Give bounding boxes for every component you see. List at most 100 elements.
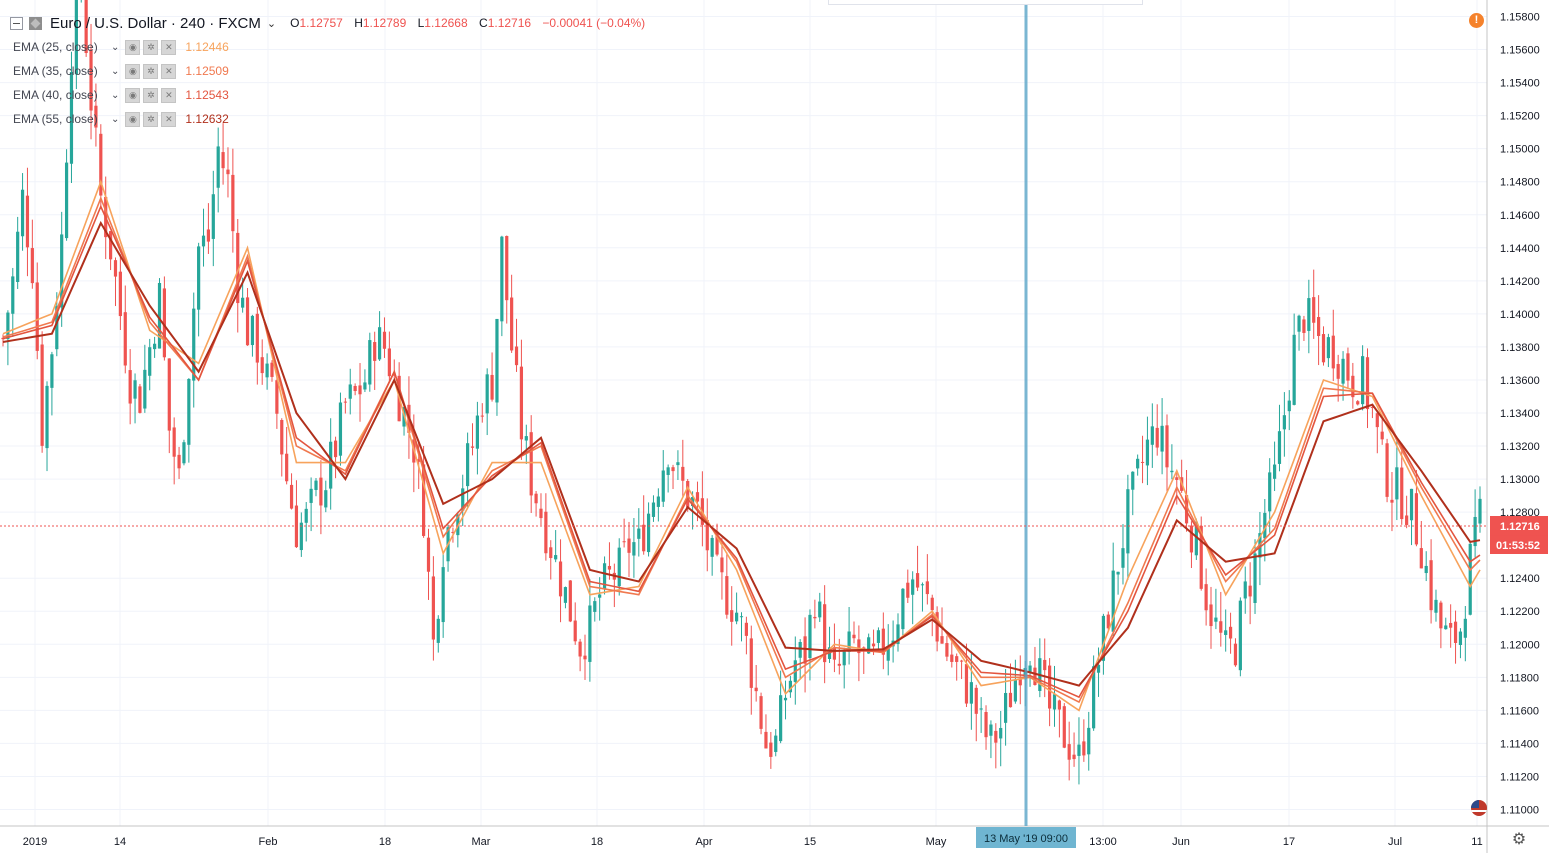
candle-body — [451, 531, 455, 533]
candle-body — [157, 282, 162, 349]
settings-icon[interactable]: ✲ — [143, 111, 159, 127]
candle-body — [1439, 602, 1443, 629]
candle-body — [1361, 356, 1365, 405]
candle-body — [197, 246, 201, 310]
crosshair-time-label: 13 May '19 09:00 — [984, 833, 1068, 845]
candle-body — [30, 248, 34, 284]
x-tick-label: May — [926, 836, 947, 848]
eye-icon[interactable]: ◉ — [125, 63, 141, 79]
candle-body — [593, 601, 597, 612]
symbol-title[interactable]: Euro / U.S. Dollar · 240 · FXCM — [50, 14, 261, 32]
candle-body — [128, 370, 132, 404]
candle-body — [250, 315, 255, 346]
candle-body — [906, 582, 910, 598]
candle-body — [148, 347, 152, 376]
alert-icon[interactable]: ! — [1469, 13, 1484, 28]
high-value: 1.12789 — [362, 16, 407, 30]
indicator-name[interactable]: EMA (25, close) — [13, 40, 98, 54]
close-icon[interactable]: ✕ — [161, 111, 177, 127]
candle-body — [470, 446, 475, 448]
candle-body — [1121, 548, 1125, 568]
candle-body — [382, 331, 387, 349]
candle-body — [118, 271, 122, 317]
candle-body — [221, 152, 225, 169]
settings-icon[interactable]: ✲ — [143, 39, 159, 55]
crosshair-time-box — [976, 827, 1076, 848]
chevron-down-icon[interactable]: ⌄ — [111, 41, 120, 53]
chevron-down-icon[interactable]: ⌄ — [266, 17, 277, 30]
candle-body — [578, 641, 582, 657]
candle-body — [480, 415, 484, 417]
y-tick-label: 1.13400 — [1500, 408, 1540, 420]
collapse-icon[interactable] — [10, 16, 23, 30]
candle-body — [1375, 413, 1379, 428]
candle-body — [304, 508, 308, 523]
candle-body — [823, 604, 827, 663]
candle-body — [466, 443, 470, 487]
candle-body — [1336, 364, 1340, 379]
eye-icon[interactable]: ◉ — [125, 87, 141, 103]
candle-body — [187, 378, 191, 445]
candle-body — [11, 276, 15, 314]
us-flag-icon[interactable] — [1471, 800, 1487, 816]
indicator-row-ema40[interactable]: EMA (40, close) ⌄ ◉ ✲ ✕ 1.12543 — [13, 85, 229, 105]
close-icon[interactable]: ✕ — [161, 63, 177, 79]
candle-body — [20, 189, 25, 237]
candle-body — [1341, 358, 1345, 384]
x-tick-label: 17 — [1283, 836, 1295, 848]
candle-body — [1219, 621, 1223, 633]
indicator-name[interactable]: EMA (55, close) — [13, 112, 98, 126]
candle-body — [265, 363, 269, 378]
candle-body — [642, 524, 646, 552]
ema-line-4 — [2, 220, 1481, 687]
candle-body — [788, 680, 793, 693]
indicator-row-ema25[interactable]: EMA (25, close) ⌄ ◉ ✲ ✕ 1.12446 — [13, 37, 229, 57]
candle-body — [1326, 337, 1330, 359]
close-icon[interactable]: ✕ — [161, 39, 177, 55]
x-tick-label: 18 — [379, 836, 391, 848]
candle-body — [1033, 667, 1037, 686]
candle-body — [666, 467, 670, 475]
candle-body — [637, 528, 641, 539]
candle-body — [813, 616, 817, 619]
candle-body — [534, 493, 538, 504]
candle-body — [1444, 625, 1448, 630]
candle-body — [945, 643, 949, 657]
candle-body — [661, 470, 665, 502]
candle-body — [725, 576, 729, 615]
candle-body — [299, 522, 303, 551]
candle-body — [1478, 498, 1482, 524]
candle-body — [270, 362, 274, 377]
candle-body — [1468, 543, 1472, 615]
eye-icon[interactable]: ◉ — [125, 39, 141, 55]
y-tick-label: 1.12400 — [1500, 573, 1540, 585]
close-icon[interactable]: ✕ — [161, 87, 177, 103]
candle-body — [646, 513, 651, 553]
candle-body — [681, 466, 685, 481]
candle-body — [1072, 754, 1076, 760]
candle-body — [1272, 464, 1277, 479]
candle-body — [358, 385, 362, 395]
indicator-name[interactable]: EMA (35, close) — [13, 64, 98, 78]
settings-gear-icon[interactable]: ⚙ — [1511, 831, 1527, 848]
top-toolbar-tab[interactable] — [828, 0, 1143, 5]
candle-body — [862, 647, 866, 650]
chevron-down-icon[interactable]: ⌄ — [111, 89, 120, 101]
chevron-down-icon[interactable]: ⌄ — [111, 65, 120, 77]
indicator-row-ema55[interactable]: EMA (55, close) ⌄ ◉ ✲ ✕ 1.12632 — [13, 109, 229, 129]
y-tick-label: 1.15000 — [1500, 144, 1540, 156]
chevron-down-icon[interactable]: ⌄ — [111, 113, 120, 125]
candle-body — [598, 594, 602, 598]
candle-body — [984, 711, 988, 738]
candle-body — [529, 432, 533, 496]
settings-icon[interactable]: ✲ — [143, 87, 159, 103]
candle-body — [539, 508, 543, 519]
indicator-row-ema35[interactable]: EMA (35, close) ⌄ ◉ ✲ ✕ 1.12509 — [13, 61, 229, 81]
eye-icon[interactable]: ◉ — [125, 111, 141, 127]
candle-body — [475, 415, 480, 449]
candle-body — [847, 631, 851, 652]
settings-icon[interactable]: ✲ — [143, 63, 159, 79]
indicator-name[interactable]: EMA (40, close) — [13, 88, 98, 102]
